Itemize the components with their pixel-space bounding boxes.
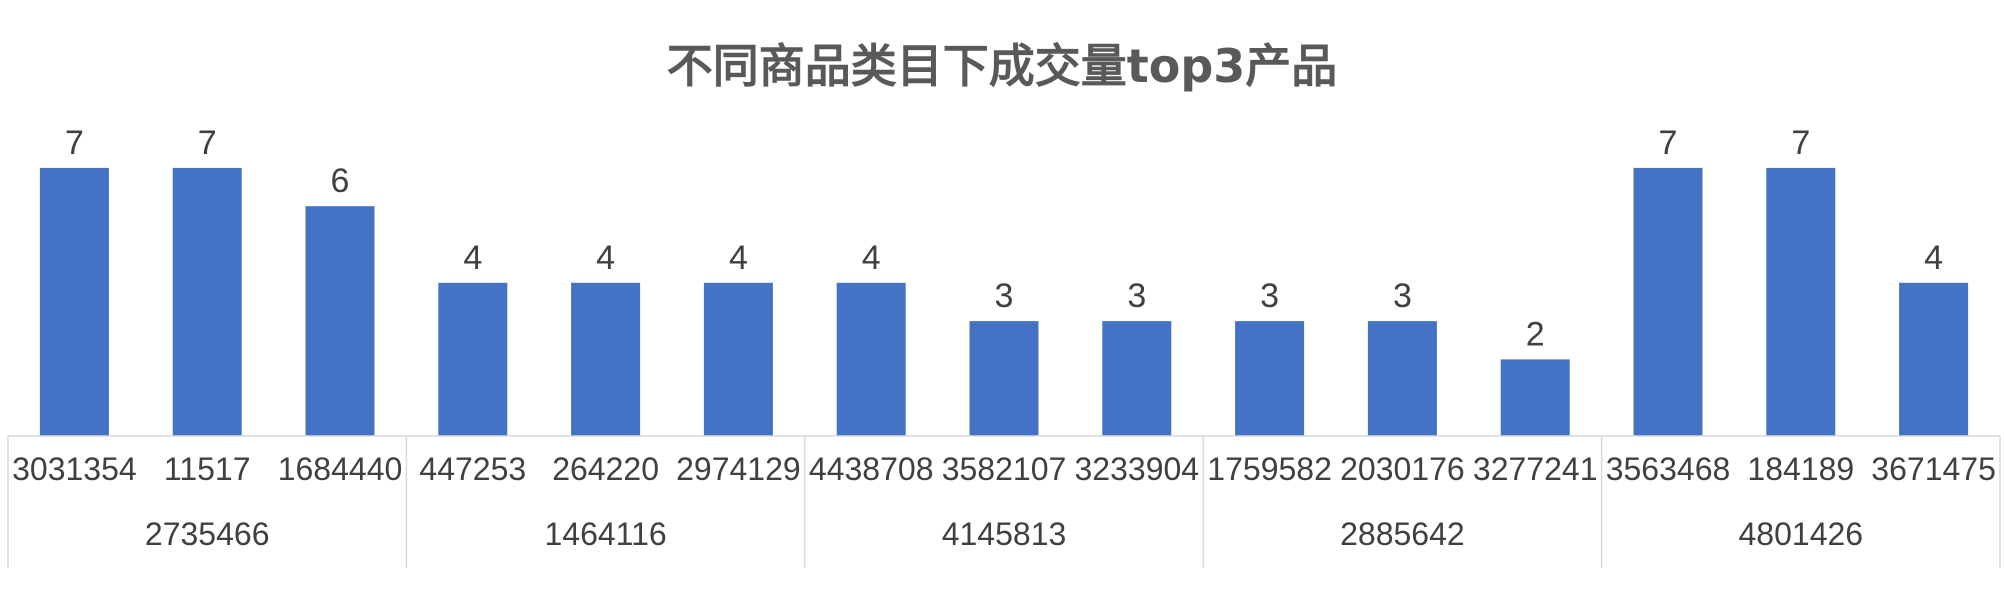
data-label: 2 <box>1526 315 1545 353</box>
bar <box>969 321 1039 436</box>
data-label: 7 <box>65 124 84 162</box>
data-labels-layer: 7 7 6 4 4 4 4 3 3 3 3 2 7 7 4 <box>65 124 1943 354</box>
data-label: 4 <box>862 239 881 277</box>
bar <box>571 282 641 436</box>
tick-label: 3582107 <box>942 451 1067 487</box>
bars-layer <box>39 167 1969 436</box>
data-label: 3 <box>1127 277 1146 315</box>
tick-label: 1759582 <box>1207 451 1332 487</box>
tick-label: 447253 <box>419 451 526 487</box>
bar <box>836 282 906 436</box>
tick-label: 2030176 <box>1340 451 1465 487</box>
tick-label: 184189 <box>1747 451 1854 487</box>
bar <box>1633 167 1703 436</box>
bar <box>1766 167 1836 436</box>
data-label: 4 <box>729 239 748 277</box>
tick-label: 3031354 <box>12 451 137 487</box>
group-label: 2885642 <box>1340 516 1465 552</box>
data-label: 7 <box>198 124 217 162</box>
bar <box>1102 321 1172 436</box>
bar <box>703 282 773 436</box>
group-label: 4801426 <box>1739 516 1864 552</box>
data-label: 7 <box>1791 124 1810 162</box>
tick-label: 2974129 <box>676 451 801 487</box>
bar <box>39 167 109 436</box>
bar <box>1899 282 1969 436</box>
data-label: 3 <box>995 277 1014 315</box>
bar <box>305 206 375 436</box>
group-label: 1464116 <box>544 516 666 552</box>
data-label: 3 <box>1260 277 1279 315</box>
data-label: 7 <box>1659 124 1678 162</box>
bar <box>172 167 242 436</box>
bar <box>1235 321 1305 436</box>
tick-label: 3233904 <box>1075 451 1200 487</box>
data-label: 6 <box>331 162 350 200</box>
group-label: 2735466 <box>145 516 270 552</box>
tick-label: 3563468 <box>1606 451 1731 487</box>
tick-label: 3671475 <box>1871 451 1996 487</box>
chart-title: 不同商品类目下成交量top3产品 <box>667 39 1338 93</box>
bar <box>1367 321 1437 436</box>
data-label: 4 <box>463 239 482 277</box>
tick-label: 1684440 <box>278 451 403 487</box>
bar <box>1500 359 1570 436</box>
data-label: 4 <box>596 239 615 277</box>
tick-label: 4438708 <box>809 451 934 487</box>
tick-label: 264220 <box>552 451 659 487</box>
data-label: 3 <box>1393 277 1412 315</box>
tick-label: 3277241 <box>1473 451 1598 487</box>
tick-label: 11517 <box>164 451 251 487</box>
group-label: 4145813 <box>942 516 1067 552</box>
data-label: 4 <box>1924 239 1943 277</box>
bar <box>438 282 508 436</box>
